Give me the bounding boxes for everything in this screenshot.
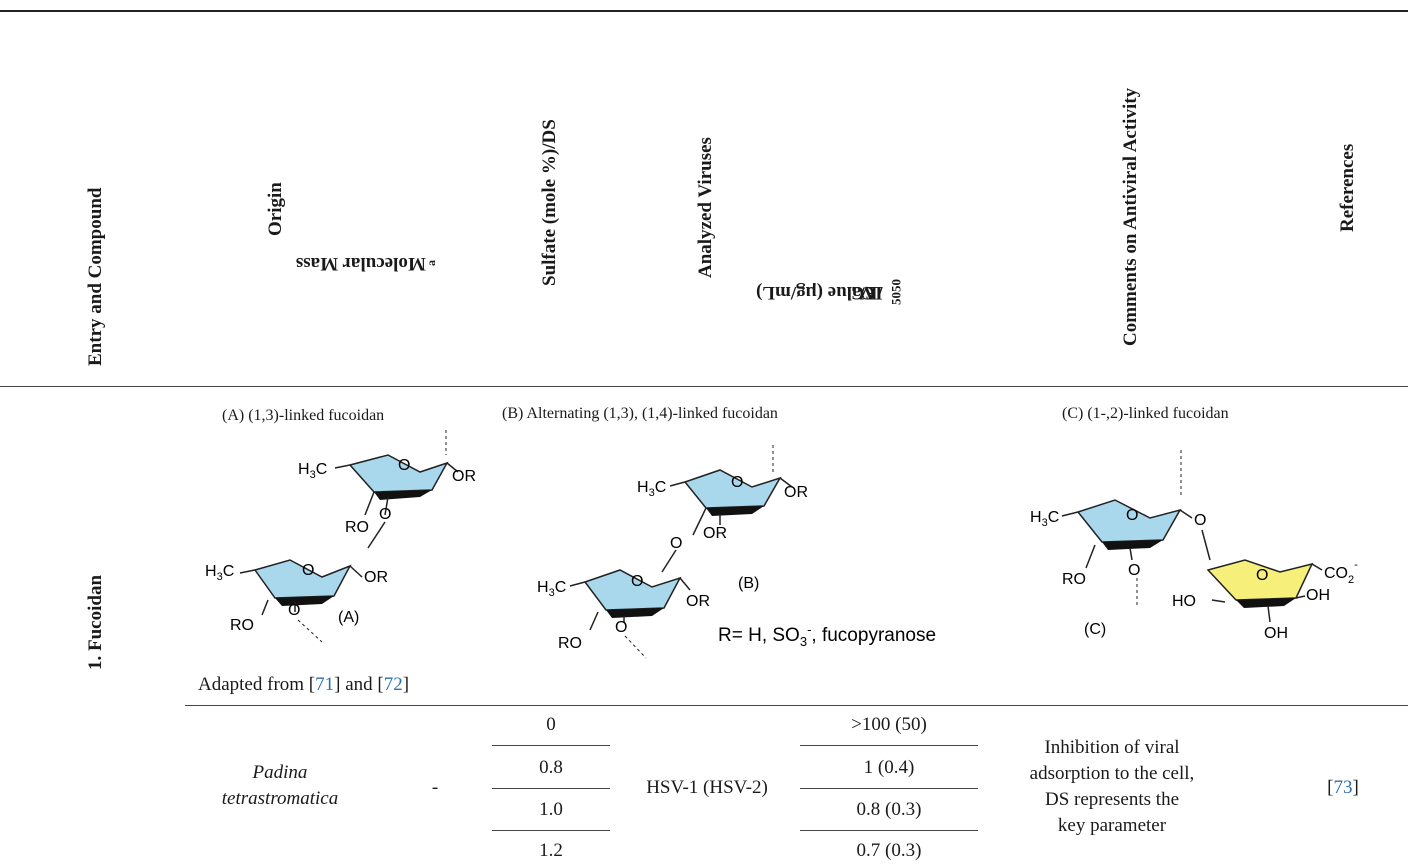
sulfate-value: 0.8 bbox=[539, 757, 563, 778]
r-definition: R= H, SO3-, fucopyranose bbox=[718, 622, 936, 649]
svg-text:O: O bbox=[1128, 562, 1140, 579]
sulfate-value: 0 bbox=[546, 714, 556, 735]
svg-text:H3C: H3C bbox=[1030, 509, 1059, 529]
ref-link-73[interactable]: 73 bbox=[1333, 777, 1353, 798]
sulfate-divider bbox=[492, 788, 610, 789]
ref-link-71[interactable]: 71 bbox=[315, 674, 335, 695]
svg-text:H3C: H3C bbox=[637, 479, 666, 499]
mass-cell: - bbox=[431, 777, 439, 798]
svg-text:OH: OH bbox=[1264, 625, 1288, 642]
svg-text:O: O bbox=[731, 474, 743, 491]
svg-text:RO: RO bbox=[1062, 571, 1086, 588]
svg-text:O: O bbox=[1256, 567, 1268, 584]
svg-text:OR: OR bbox=[686, 593, 710, 610]
svg-text:O: O bbox=[288, 602, 300, 619]
structure-b-drawing: H3C O OR OR O H3C O OR RO O (B) bbox=[537, 445, 808, 659]
ic50-divider bbox=[800, 788, 978, 789]
svg-text:RO: RO bbox=[558, 635, 582, 652]
structure-b-caption: (B) Alternating (1,3), (1,4)-linked fuco… bbox=[502, 405, 778, 422]
ic50-value: 0.8 (0.3) bbox=[856, 799, 922, 820]
ic50-value: 0.7 (0.3) bbox=[856, 840, 922, 861]
svg-text:O: O bbox=[379, 506, 391, 523]
ref-link-72[interactable]: 72 bbox=[383, 674, 403, 695]
structure-c-caption: (C) (1-,2)-linked fucoidan bbox=[1062, 405, 1229, 422]
tag-a: (A) bbox=[338, 609, 359, 626]
origin-cell: Padina tetrastromatica bbox=[221, 762, 339, 809]
svg-text:O: O bbox=[670, 535, 682, 552]
svg-text:OR: OR bbox=[703, 525, 727, 542]
a-h3c-1: H3C bbox=[298, 461, 327, 481]
ic50-value: >100 (50) bbox=[851, 714, 927, 735]
structure-a-drawing: H3C O OR RO O H3C O OR RO O (A) bbox=[205, 430, 476, 643]
svg-text:O: O bbox=[1126, 507, 1138, 524]
structure-c-drawing: H3C O RO O O O CO2- HO OH OH (C) bbox=[1030, 450, 1358, 642]
svg-text:O: O bbox=[302, 562, 314, 579]
svg-text:O: O bbox=[398, 457, 410, 474]
sulfate-divider bbox=[492, 830, 610, 831]
comments-cell: Inhibition of viral adsorption to the ce… bbox=[1029, 737, 1195, 836]
structure-rule bbox=[185, 705, 1408, 706]
svg-text:CO2-: CO2- bbox=[1324, 559, 1358, 586]
svg-text:OR: OR bbox=[784, 484, 808, 501]
header-rule bbox=[0, 386, 1408, 387]
ic50-divider bbox=[800, 745, 978, 746]
svg-text:HO: HO bbox=[1172, 593, 1196, 610]
viruses-cell: HSV-1 (HSV-2) bbox=[646, 777, 768, 798]
svg-text:H3C: H3C bbox=[205, 563, 234, 583]
svg-text:RO: RO bbox=[230, 617, 254, 634]
top-rule bbox=[0, 10, 1408, 12]
tag-c: (C) bbox=[1084, 621, 1106, 638]
svg-text:O: O bbox=[1194, 512, 1206, 529]
sulfate-value: 1.2 bbox=[539, 840, 563, 861]
svg-text:OR: OR bbox=[364, 569, 388, 586]
structure-a-caption: (A) (1,3)-linked fucoidan bbox=[222, 407, 385, 424]
reference-cell: [73] bbox=[1327, 777, 1359, 798]
adapted-from-note: Adapted from [71] and [72] bbox=[198, 674, 410, 695]
sulfate-divider bbox=[492, 745, 610, 746]
svg-text:H3C: H3C bbox=[537, 579, 566, 599]
ic50-value: 1 (0.4) bbox=[863, 757, 915, 778]
ic50-divider bbox=[800, 830, 978, 831]
svg-text:OR: OR bbox=[452, 468, 476, 485]
svg-text:O: O bbox=[631, 573, 643, 590]
svg-text:OH: OH bbox=[1306, 587, 1330, 604]
svg-text:RO: RO bbox=[345, 519, 369, 536]
sulfate-value: 1.0 bbox=[539, 799, 563, 820]
tag-b: (B) bbox=[738, 575, 759, 592]
svg-text:O: O bbox=[615, 619, 627, 636]
